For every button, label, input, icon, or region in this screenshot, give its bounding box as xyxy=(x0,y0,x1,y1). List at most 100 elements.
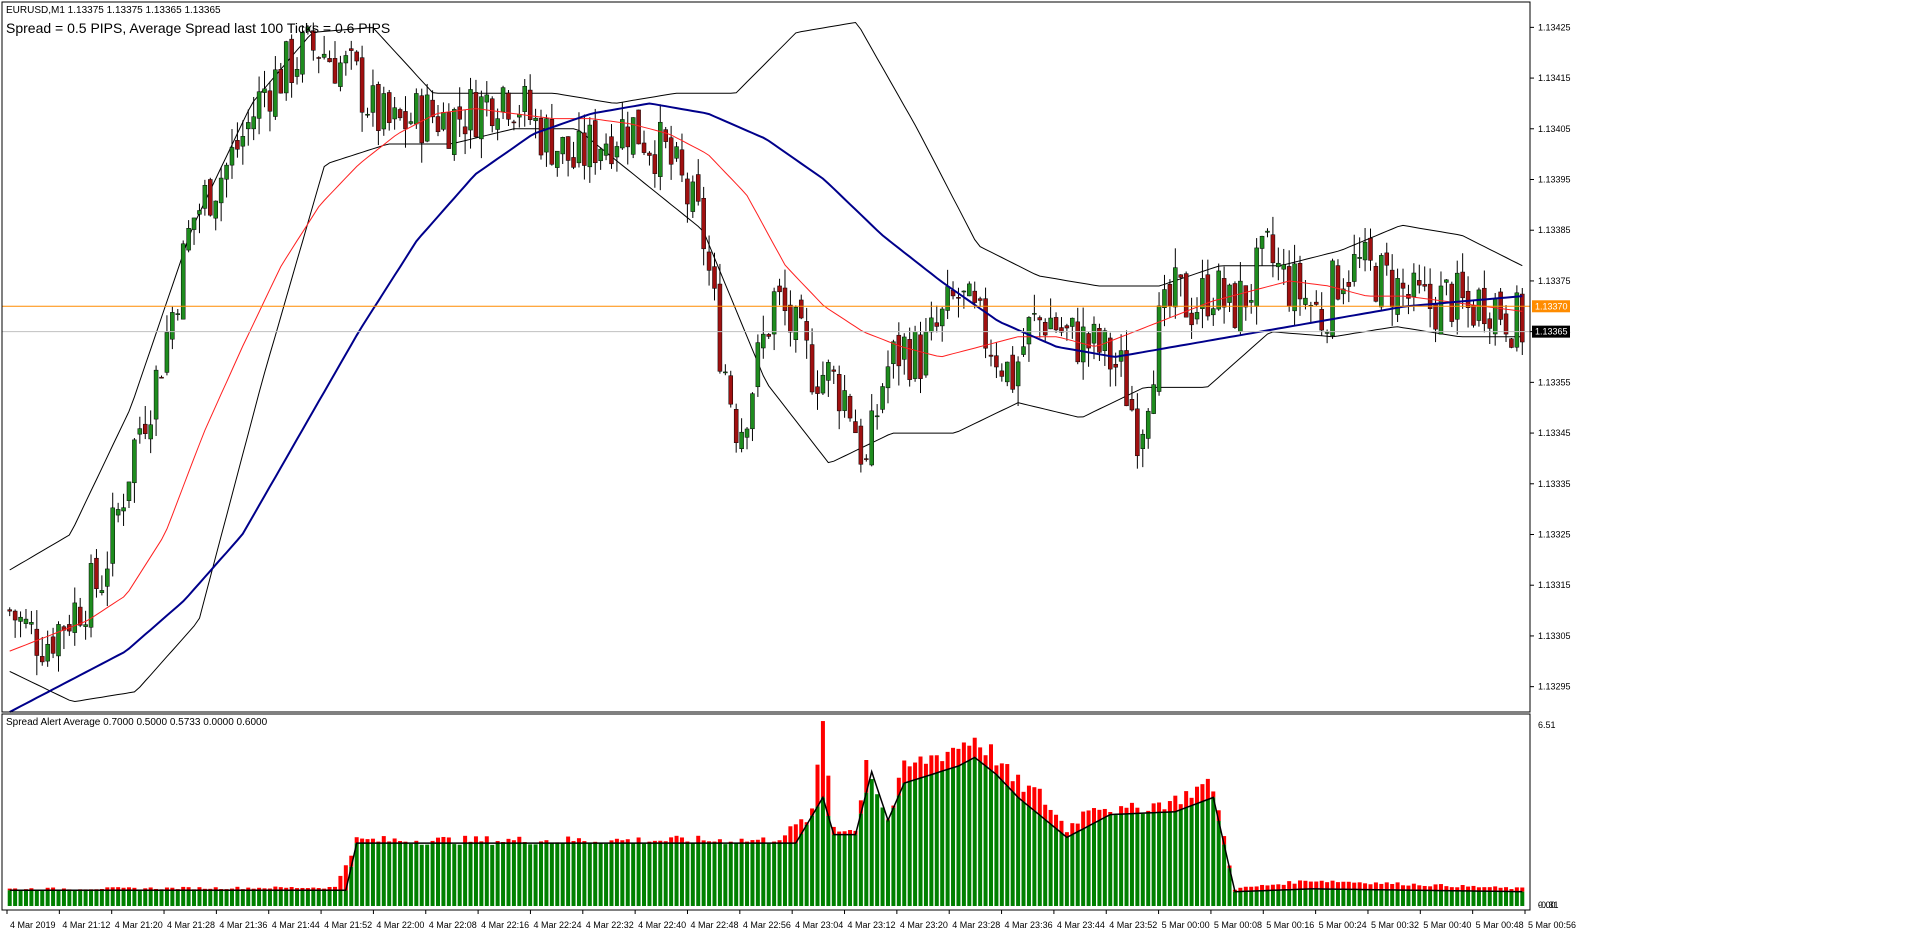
spread-bar xyxy=(1417,890,1422,906)
spread-bar-excess xyxy=(674,835,679,844)
spread-bar xyxy=(978,761,983,906)
candle-body xyxy=(1314,301,1319,305)
spread-bar-excess xyxy=(750,840,755,844)
candle-body xyxy=(1091,323,1097,344)
candle-body xyxy=(717,283,723,372)
spread-bar-excess xyxy=(1048,809,1053,825)
spread-bar-excess xyxy=(864,760,869,793)
spread-bar-excess xyxy=(582,841,587,844)
spread-bar xyxy=(799,834,804,906)
spread-bar xyxy=(1048,824,1053,906)
spread-bar xyxy=(197,890,202,906)
spread-bar-excess xyxy=(923,763,928,777)
spread-bar xyxy=(229,890,234,906)
candle-body xyxy=(240,136,246,147)
spread-bar-excess xyxy=(1401,885,1406,891)
spread-bar xyxy=(1482,891,1487,906)
spread-bar xyxy=(338,890,343,906)
spread-bar xyxy=(511,843,516,906)
candle-body xyxy=(1183,273,1189,318)
time-tick-label: 5 Mar 00:56 xyxy=(1528,920,1576,930)
spread-bar xyxy=(690,843,695,906)
spread-bar xyxy=(143,890,148,906)
spread-bar-excess xyxy=(842,831,847,835)
spread-bar xyxy=(598,843,603,906)
spread-bar xyxy=(1460,890,1465,906)
time-tick-label: 4 Mar 22:08 xyxy=(429,920,477,930)
time-tick-label: 4 Mar 23:52 xyxy=(1109,920,1157,930)
candle-body xyxy=(1444,279,1449,283)
spread-bar xyxy=(343,890,348,906)
spread-bar xyxy=(1238,891,1243,906)
spread-bar-excess xyxy=(186,887,191,891)
spread-bar xyxy=(1091,823,1096,906)
candle-body xyxy=(874,415,880,418)
spread-bar-excess xyxy=(1200,784,1205,802)
spread-bar xyxy=(875,794,880,906)
candle-body xyxy=(376,84,381,131)
spread-bar xyxy=(354,843,359,906)
spread-bar xyxy=(1216,821,1221,906)
spread-bar xyxy=(1178,809,1183,906)
spread-bar xyxy=(842,834,847,906)
spread-bar xyxy=(1032,810,1037,906)
spread-bar xyxy=(1119,814,1124,906)
time-tick-label: 4 Mar 22:00 xyxy=(376,920,424,930)
candle-body xyxy=(798,299,804,319)
spread-bar xyxy=(295,890,300,906)
spread-bar-excess xyxy=(1428,886,1433,891)
candle-body xyxy=(305,26,311,32)
candle-body xyxy=(1194,312,1200,320)
spread-bar xyxy=(1232,891,1237,906)
spread-bar xyxy=(392,843,397,906)
candle-body xyxy=(1048,317,1053,330)
spread-bar-excess xyxy=(755,839,760,844)
spread-bar-excess xyxy=(148,887,153,891)
spread-bar-excess xyxy=(1189,797,1194,806)
candle-body xyxy=(1102,330,1108,351)
spread-bar-excess xyxy=(1449,887,1454,891)
candle-body xyxy=(842,390,847,411)
spread-bar-excess xyxy=(658,840,663,844)
candle-body xyxy=(614,146,620,158)
spread-bar xyxy=(723,844,728,906)
spread-bar-excess xyxy=(934,755,939,773)
spread-bar xyxy=(826,816,831,906)
candle-body xyxy=(56,624,61,657)
spread-bar xyxy=(717,843,722,906)
spread-bar-excess xyxy=(1135,807,1140,814)
spread-bar xyxy=(45,890,50,906)
price-plot-area[interactable] xyxy=(2,21,1530,713)
spread-bar xyxy=(305,890,310,906)
candle-body xyxy=(907,339,912,380)
spread-bar xyxy=(582,843,587,906)
time-tick-label: 5 Mar 00:48 xyxy=(1476,920,1524,930)
candle-body xyxy=(1520,293,1525,343)
time-tick-label: 4 Mar 21:44 xyxy=(272,920,320,930)
spread-bar xyxy=(647,843,652,906)
candle-body xyxy=(658,121,663,177)
spread-bar xyxy=(300,890,305,906)
spread-bar-excess xyxy=(940,761,945,772)
spread-bar-excess xyxy=(1352,882,1357,890)
spread-bar xyxy=(539,843,544,906)
spread-bar xyxy=(1173,811,1178,906)
spread-bar xyxy=(1352,889,1357,906)
candle-body xyxy=(945,286,950,311)
spread-bar-excess xyxy=(1054,814,1059,829)
spread-bar xyxy=(240,890,245,906)
time-tick-label: 4 Mar 22:40 xyxy=(638,920,686,930)
spread-bar-excess xyxy=(484,836,489,844)
candle-body xyxy=(300,32,305,75)
spread-bar-excess xyxy=(327,887,332,891)
candle-body xyxy=(1389,269,1395,308)
spread-bar xyxy=(398,843,403,906)
spread-bar xyxy=(1466,890,1471,906)
candle-body xyxy=(77,606,83,626)
candle-body xyxy=(815,386,820,394)
candle-body xyxy=(1064,325,1070,329)
spread-indicator-area[interactable] xyxy=(7,721,1525,906)
spread-bar xyxy=(837,834,842,906)
spread-bar-excess xyxy=(539,841,544,844)
